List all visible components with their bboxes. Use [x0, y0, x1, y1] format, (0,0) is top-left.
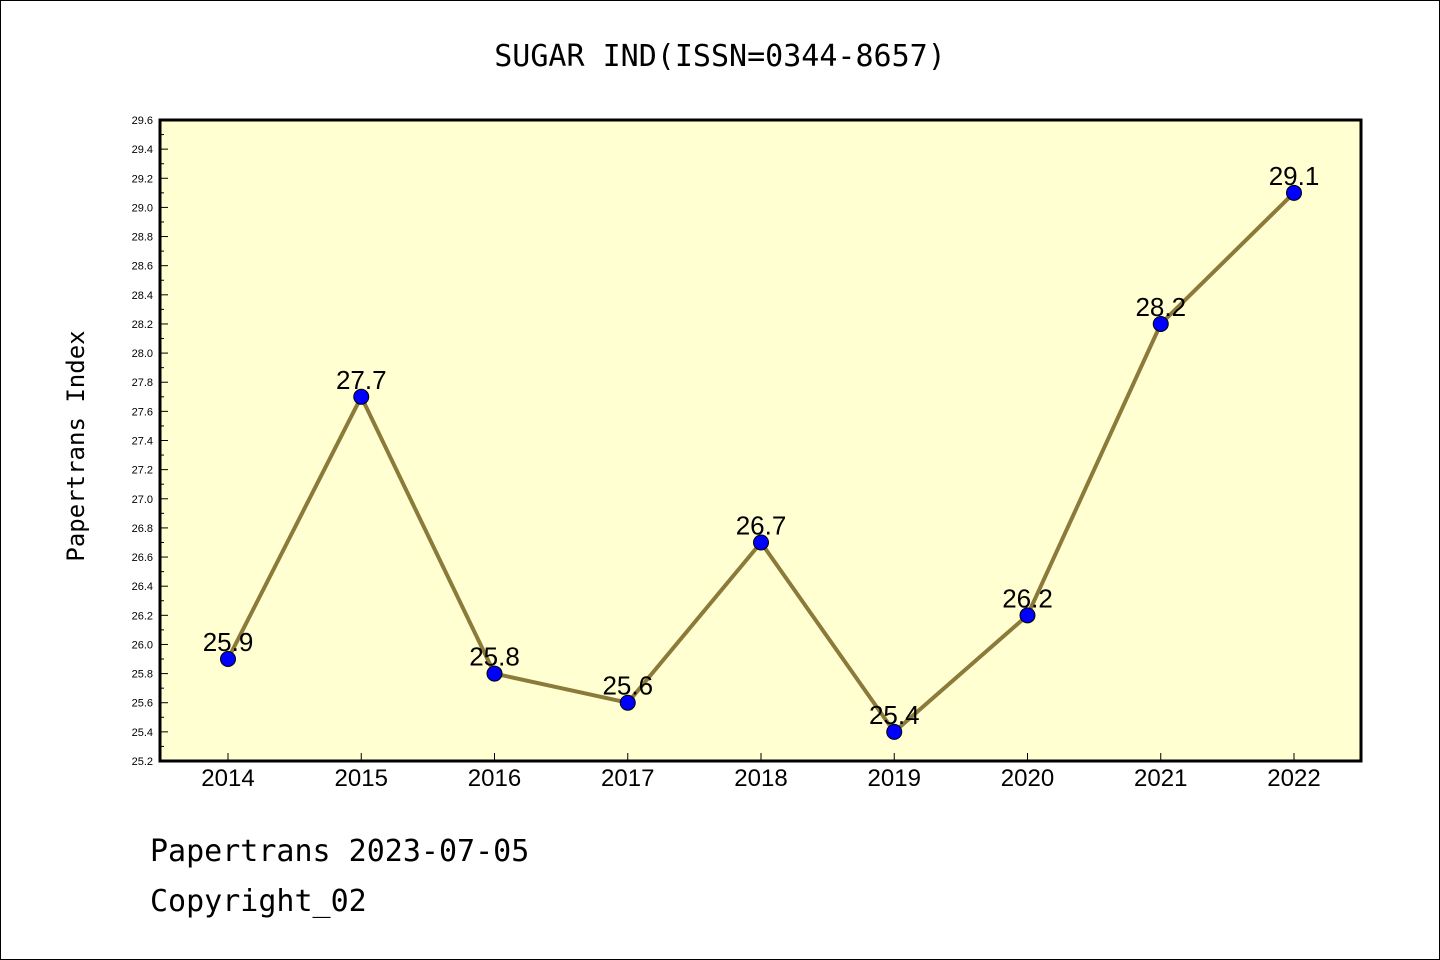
data-point [753, 534, 769, 551]
data-point [619, 694, 636, 711]
y-tick-label: 26.6 [132, 552, 153, 564]
y-tick-label: 26.0 [132, 639, 153, 651]
data-label: 25.9 [203, 627, 254, 657]
data-point [886, 723, 903, 740]
y-axis: 25.2 25.4 25.6 25.8 26.0 26.2 26.4 26.6 26.8 27.0… [132, 115, 168, 768]
footer-copyright: Copyright_02 [150, 884, 367, 919]
data-label: 29.1 [1269, 161, 1320, 191]
y-tick-label: 25.4 [132, 727, 153, 739]
x-tick-label: 2018 [734, 765, 787, 792]
data-point [1019, 607, 1036, 624]
y-tick-label: 25.6 [132, 698, 153, 710]
y-axis-label: Papertrans Index [62, 330, 90, 561]
data-label: 25.8 [469, 642, 520, 672]
y-tick-label: 27.6 [132, 406, 153, 418]
x-tick-label: 2015 [335, 765, 388, 792]
y-tick-label: 27.0 [132, 494, 153, 506]
plot-area [158, 118, 1363, 763]
data-label: 25.4 [869, 700, 920, 730]
chart-title: SUGAR IND(ISSN=0344-8657) [494, 39, 946, 74]
y-tick-label: 28.8 [132, 232, 153, 244]
y-tick-label: 27.8 [132, 377, 153, 389]
data-point [220, 651, 236, 668]
x-tick-label: 2020 [1001, 765, 1054, 792]
y-tick-label: 26.8 [132, 523, 153, 535]
x-tick-label: 2014 [201, 765, 254, 792]
data-labels: 25.9 27.7 25.8 25.6 26.7 25.4 26.2 28.2 29.1 [203, 161, 1320, 730]
y-tick-label: 26.4 [132, 581, 153, 593]
y-tick-label: 29.4 [132, 144, 153, 156]
data-label: 26.2 [1002, 583, 1053, 613]
data-point [1152, 315, 1169, 332]
y-tick-label: 25.2 [132, 756, 153, 768]
y-tick-label: 29.6 [132, 115, 153, 127]
data-point [486, 665, 503, 682]
x-tick-label: 2016 [468, 765, 521, 792]
x-tick-label: 2017 [601, 765, 654, 792]
data-point [353, 388, 370, 405]
x-axis: 2014 2015 2016 2017 2018 2019 2020 2021 2022 [201, 753, 1321, 792]
y-tick-label: 29.0 [132, 202, 153, 214]
y-tick-label: 27.4 [132, 436, 153, 448]
data-point [1286, 184, 1302, 201]
data-label: 28.2 [1135, 292, 1186, 322]
data-label: 25.6 [602, 671, 653, 701]
y-tick-label: 28.4 [132, 290, 153, 302]
y-tick-label: 28.0 [132, 348, 153, 360]
y-tick-label: 27.2 [132, 465, 153, 477]
data-label: 27.7 [336, 365, 387, 395]
series-markers [220, 184, 1302, 740]
y-tick-label: 28.6 [132, 261, 153, 273]
y-tick-label: 25.8 [132, 669, 153, 681]
x-tick-label: 2019 [868, 765, 921, 792]
y-tick-label: 28.2 [132, 319, 153, 331]
y-tick-label: 26.2 [132, 610, 153, 622]
y-tick-label: 29.2 [132, 173, 153, 185]
footer-date: Papertrans 2023-07-05 [150, 834, 530, 869]
data-label: 26.7 [736, 510, 787, 540]
x-tick-label: 2021 [1134, 765, 1187, 792]
x-tick-label: 2022 [1267, 765, 1320, 792]
